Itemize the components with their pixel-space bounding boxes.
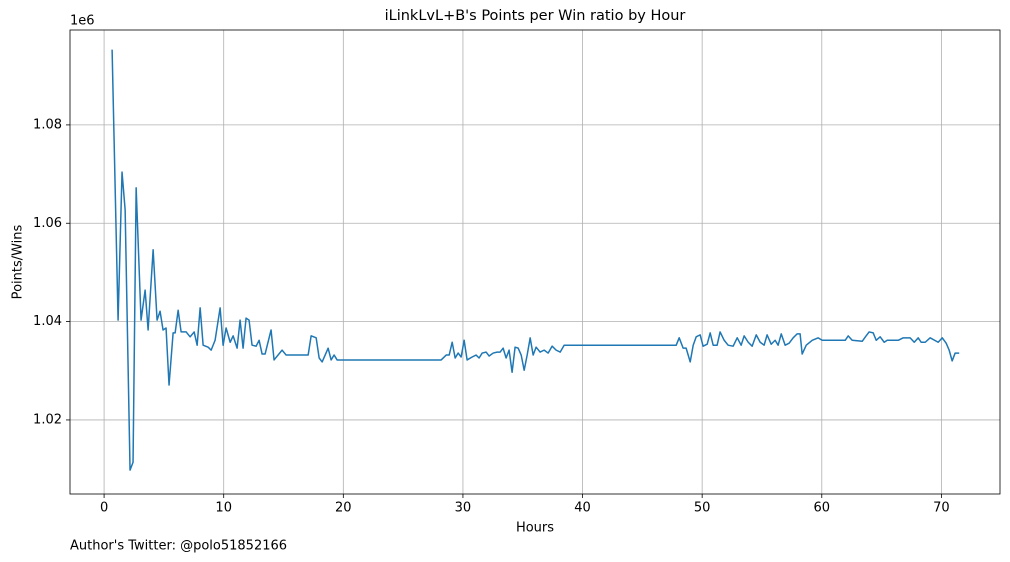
plot-frame (69, 29, 1001, 495)
x-tick-label: 70 (933, 501, 950, 516)
y-tick-label: 1.06 (33, 216, 62, 231)
y-axis-label: Points/Wins (11, 224, 26, 299)
x-tick-label: 60 (814, 501, 831, 516)
x-tick-label: 20 (335, 501, 352, 516)
footnote: Author's Twitter: @polo51852166 (70, 539, 287, 554)
x-axis-label: Hours (516, 521, 554, 536)
y-tick-label: 1.02 (33, 412, 62, 427)
y-tick-label: 1.08 (33, 117, 62, 132)
x-tick-label: 40 (574, 501, 591, 516)
x-tick-label: 30 (455, 501, 472, 516)
chart-title: iLinkLvL+B's Points per Win ratio by Hou… (385, 8, 686, 24)
x-tick-label: 0 (100, 501, 108, 516)
y-tick-label: 1.04 (33, 314, 62, 329)
data-line (111, 49, 960, 471)
y-offset-label: 1e6 (70, 14, 95, 29)
x-tick-label: 10 (215, 501, 232, 516)
x-tick-label: 50 (694, 501, 711, 516)
